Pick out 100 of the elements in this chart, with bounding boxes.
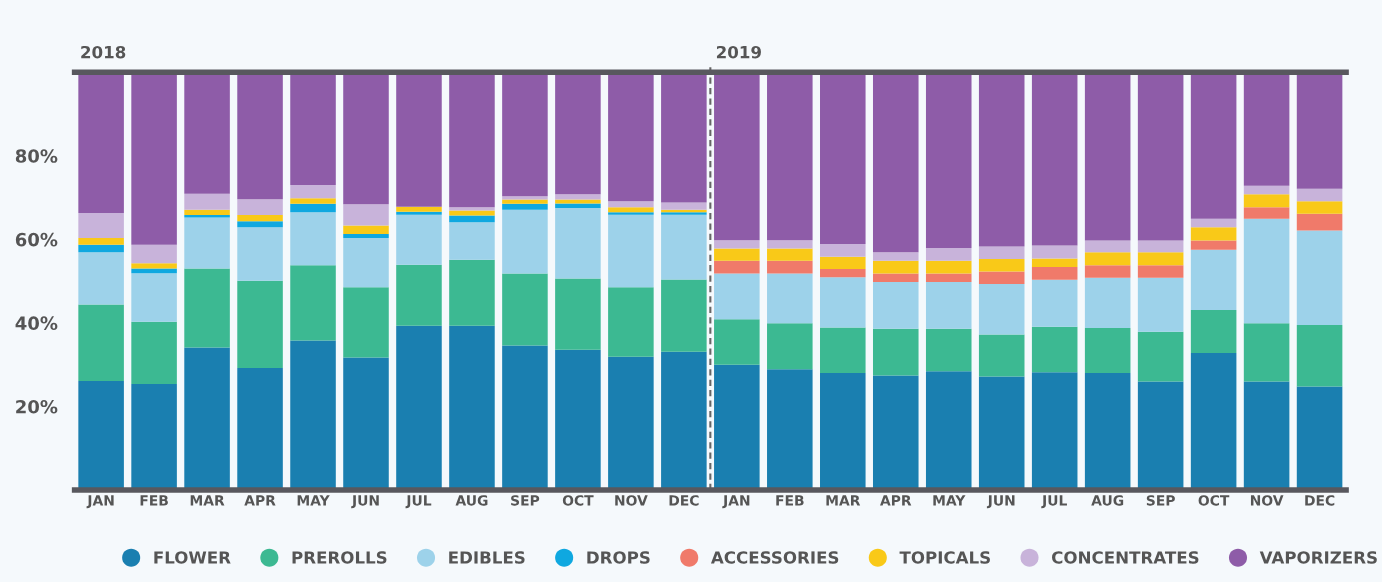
bar	[1243, 194, 1290, 208]
bar	[343, 238, 389, 288]
x-tick-label: SEP	[1146, 495, 1175, 506]
legend-label: FLOWER	[154, 551, 231, 564]
bar	[1031, 266, 1078, 280]
bar	[608, 207, 654, 213]
bar	[872, 252, 919, 261]
bar	[131, 244, 177, 264]
bar	[1084, 252, 1131, 266]
bar	[714, 260, 760, 274]
bar	[925, 72, 972, 249]
legend-label: VAPORIZERS	[1259, 551, 1377, 564]
bar	[502, 72, 548, 197]
bar	[925, 328, 972, 372]
bar	[1137, 265, 1184, 278]
bar	[767, 323, 813, 370]
x-tick-label: JUN	[986, 495, 1015, 509]
bar	[714, 72, 760, 241]
bar	[1137, 331, 1184, 382]
bar	[290, 265, 336, 341]
x-tick-label: MAR	[190, 495, 225, 506]
legend-label: TOPICALS	[899, 551, 990, 564]
legend-label: ACCESSORIES	[710, 551, 839, 564]
bar	[1190, 249, 1237, 310]
bar	[290, 212, 336, 266]
x-tick-label: JAN	[86, 495, 114, 509]
bar	[502, 209, 548, 274]
bar	[237, 215, 283, 222]
bar	[1137, 240, 1184, 253]
x-tick-label: MAY	[933, 495, 966, 506]
bar	[608, 201, 654, 208]
x-tick-label: JUN	[351, 495, 379, 509]
bar	[237, 227, 283, 281]
x-tick-label: JUL	[1041, 495, 1067, 509]
bar	[502, 199, 548, 204]
bar	[978, 72, 1025, 247]
bar	[237, 280, 283, 369]
bar	[1084, 277, 1131, 328]
bar	[608, 287, 654, 357]
y-tick-label: 60%	[15, 232, 58, 247]
bar	[396, 206, 442, 212]
bar	[343, 287, 389, 358]
legend-label: DROPS	[587, 551, 650, 564]
bar	[820, 277, 866, 328]
bar	[1084, 265, 1131, 278]
bar	[396, 211, 442, 215]
bar	[820, 268, 866, 278]
bar	[184, 268, 230, 348]
bar	[449, 215, 495, 223]
x-tick-label: NOV	[1250, 495, 1284, 506]
bar	[78, 304, 124, 381]
x-tick-label: FEB	[140, 495, 168, 506]
bar	[449, 207, 495, 211]
bar	[290, 72, 336, 185]
x-tick-label: AUG	[455, 495, 488, 506]
bar	[767, 72, 813, 241]
bar	[1084, 72, 1131, 241]
bar	[449, 259, 495, 326]
x-tick-label: MAY	[297, 495, 330, 506]
bar	[661, 279, 707, 352]
bar	[872, 72, 919, 253]
bar	[714, 240, 760, 249]
bar	[184, 209, 230, 216]
bar	[449, 222, 495, 260]
bar	[925, 248, 972, 261]
bar	[184, 193, 230, 210]
bar	[1190, 72, 1237, 219]
bar	[502, 273, 548, 346]
bar	[184, 217, 230, 269]
bar	[714, 248, 760, 261]
bar	[872, 281, 919, 329]
bar	[872, 260, 919, 274]
bar	[872, 328, 919, 376]
bar	[978, 258, 1025, 272]
bar	[661, 214, 707, 280]
bar	[343, 233, 389, 239]
bar	[555, 203, 601, 208]
bar	[555, 194, 601, 200]
x-tick-label: JAN	[722, 495, 750, 509]
bar	[1137, 72, 1184, 241]
bar	[1296, 324, 1343, 387]
x-tick-label: APR	[880, 495, 912, 506]
bar	[396, 72, 442, 207]
bar	[1084, 327, 1131, 374]
bar	[1296, 188, 1343, 202]
bar	[767, 240, 813, 249]
bar	[1031, 245, 1078, 259]
bar	[78, 244, 124, 253]
bar	[872, 273, 919, 282]
bar	[1031, 279, 1078, 327]
bar	[1031, 326, 1078, 373]
bar	[1190, 227, 1237, 241]
bar	[925, 281, 972, 329]
bar	[714, 319, 760, 365]
y-tick-label: 20%	[16, 399, 58, 414]
x-tick-label: JUL	[405, 495, 432, 509]
bar	[237, 221, 283, 228]
bar	[131, 263, 177, 269]
bar	[290, 198, 336, 204]
bar	[820, 256, 866, 269]
